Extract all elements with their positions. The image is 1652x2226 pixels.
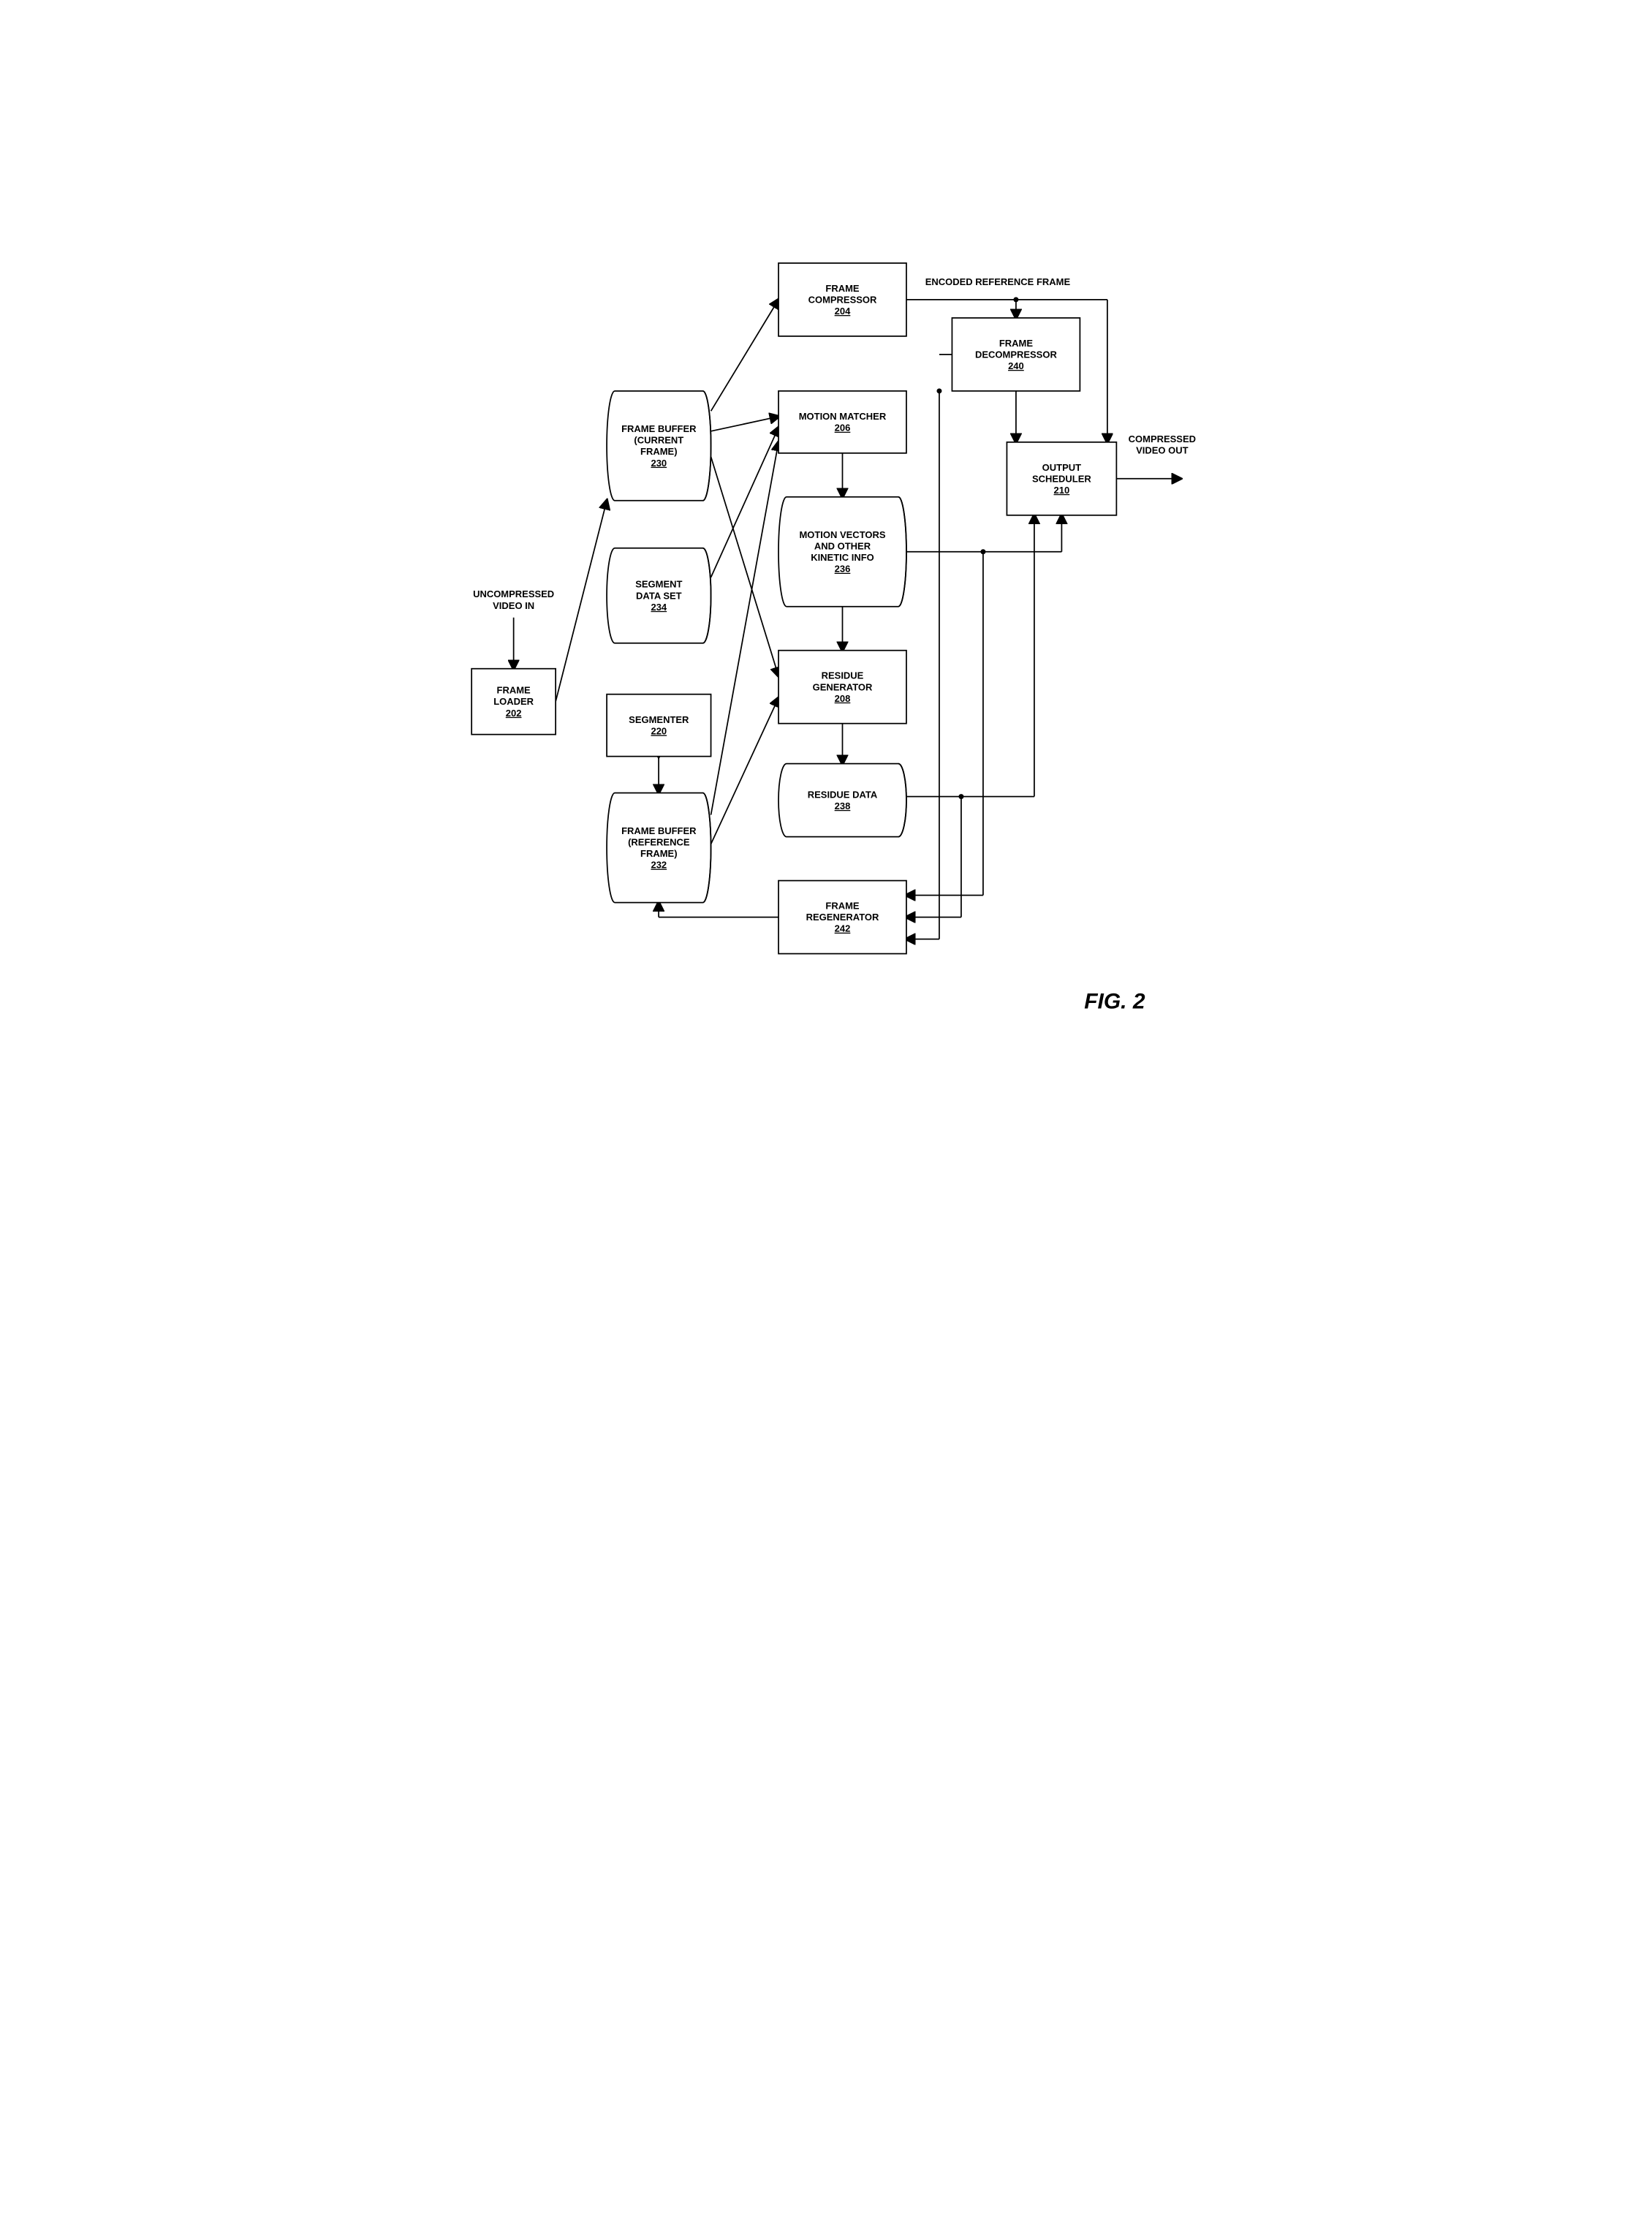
junction-dot [958, 794, 963, 799]
label-motion_vectors-2: KINETIC INFO [811, 552, 874, 563]
label-frame_buffer_current-1: (CURRENT [634, 435, 683, 446]
input-label-0: UNCOMPRESSED [473, 588, 554, 599]
junction-dot [1013, 297, 1018, 302]
ref-frame_buffer_reference: 232 [651, 860, 667, 871]
ref-segment_data_set: 234 [651, 602, 667, 613]
label-frame_decompressor-1: DECOMPRESSOR [975, 349, 1057, 360]
video-encoder-block-diagram: FRAMELOADER202FRAME BUFFER(CURRENTFRAME)… [413, 29, 1239, 1142]
label-segment_data_set-1: DATA SET [636, 590, 682, 601]
ref-frame_compressor: 204 [835, 306, 851, 317]
label-frame_buffer_current-0: FRAME BUFFER [621, 423, 697, 434]
ref-residue_generator: 208 [835, 693, 851, 704]
ref-frame_buffer_current: 230 [651, 458, 667, 469]
label-residue_generator-1: GENERATOR [813, 681, 873, 692]
label-segment_data_set-0: SEGMENT [635, 579, 682, 590]
label-motion_vectors-1: AND OTHER [814, 541, 871, 552]
junction-dot [936, 388, 941, 393]
label-frame_buffer_reference-1: (REFERENCE [628, 836, 690, 847]
label-output_scheduler-0: OUTPUT [1042, 462, 1081, 473]
label-residue_data-0: RESIDUE DATA [808, 789, 878, 800]
label-frame_regenerator-0: FRAME [825, 901, 860, 912]
ref-motion_matcher: 206 [835, 423, 851, 434]
output-label-0: COMPRESSED [1129, 434, 1196, 444]
ref-frame_decompressor: 240 [1008, 360, 1024, 371]
encoded-ref-label-0: ENCODED REFERENCE FRAME [925, 276, 1071, 287]
label-frame_loader-0: FRAME [497, 685, 531, 696]
label-motion_matcher-0: MOTION MATCHER [799, 411, 887, 422]
edge-5 [711, 417, 778, 431]
edge-1 [556, 501, 607, 702]
edge-9 [711, 698, 778, 844]
edge-8 [711, 442, 778, 815]
edge-6 [711, 457, 778, 676]
junction-dot [980, 549, 985, 554]
label-motion_vectors-0: MOTION VECTORS [799, 529, 885, 540]
label-frame_buffer_reference-0: FRAME BUFFER [621, 825, 697, 836]
edge-4 [711, 300, 778, 411]
ref-output_scheduler: 210 [1054, 485, 1070, 496]
label-output_scheduler-1: SCHEDULER [1032, 473, 1091, 484]
edge-7 [711, 428, 778, 578]
input-label-1: VIDEO IN [493, 600, 534, 611]
label-frame_loader-1: LOADER [493, 696, 534, 707]
ref-frame_loader: 202 [506, 708, 522, 719]
label-frame_buffer_current-2: FRAME) [640, 446, 678, 457]
figure-title: FIG. 2 [1084, 990, 1145, 1014]
label-frame_compressor-0: FRAME [825, 283, 860, 294]
label-residue_generator-0: RESIDUE [822, 670, 864, 681]
label-segmenter-0: SEGMENTER [629, 714, 689, 725]
label-frame_regenerator-1: REGENERATOR [806, 912, 879, 923]
ref-segmenter: 220 [651, 726, 667, 737]
ref-frame_regenerator: 242 [835, 923, 851, 934]
ref-motion_vectors: 236 [835, 564, 851, 575]
label-frame_buffer_reference-2: FRAME) [640, 848, 678, 859]
ref-residue_data: 238 [835, 800, 851, 811]
output-label-1: VIDEO OUT [1136, 444, 1188, 455]
label-frame_compressor-1: COMPRESSOR [808, 294, 877, 305]
label-frame_decompressor-0: FRAME [999, 338, 1034, 349]
